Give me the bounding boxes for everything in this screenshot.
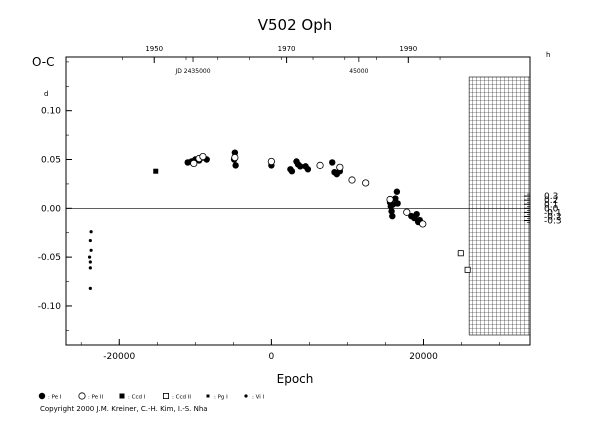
- legend-label: : Vi I: [252, 395, 265, 401]
- y-right-unit-mark: h: [546, 51, 550, 59]
- data-point: [413, 210, 420, 218]
- y-tick-label-right: -0.2: [544, 212, 562, 222]
- y-tick-label-left: 0.00: [41, 204, 61, 214]
- data-point: [388, 208, 395, 215]
- y-tick-label-left: 0.05: [41, 156, 61, 166]
- legend-label: : Ccd II: [172, 395, 191, 401]
- x-axis-label: Epoch: [277, 372, 314, 386]
- data-point: [457, 250, 464, 257]
- data-point: [304, 166, 312, 173]
- data-point: [386, 195, 394, 204]
- data-point: [336, 163, 344, 171]
- data-point: [231, 149, 239, 156]
- data-point: [199, 152, 207, 161]
- legend-label: : Pe I: [48, 395, 62, 401]
- tick-layer: -20000 0 20000 -0.10 -0.05 0.00 0.05 0.10 -0.3-0…: [38, 45, 562, 362]
- data-point: [231, 153, 239, 162]
- data-point: [267, 157, 275, 166]
- legend-label: : Pg I: [214, 395, 228, 401]
- legend-symbol: [119, 393, 125, 399]
- data-point: [89, 248, 93, 252]
- chart-title: V502 Oph: [258, 16, 333, 34]
- data-point: [403, 208, 411, 216]
- y-tick-label-right: 0.3: [544, 192, 558, 202]
- y-tick-label-right: -0.1: [544, 208, 562, 218]
- jd-label: JD 2435000: [175, 68, 211, 75]
- y-tick-label-right: 0.2: [544, 196, 558, 206]
- y-left-unit-mark: d: [44, 90, 48, 98]
- data-point: [232, 162, 239, 169]
- data-point: [88, 266, 92, 270]
- legend-symbol: [78, 392, 86, 400]
- points-layer: [87, 149, 471, 290]
- y-tick-label-right: -0.3: [544, 217, 562, 227]
- x-tick-label: 20000: [409, 352, 438, 362]
- data-point: [89, 230, 93, 234]
- data-point: [362, 179, 370, 187]
- data-point: [329, 159, 336, 166]
- data-point: [88, 260, 92, 264]
- legend-symbol: [38, 392, 46, 400]
- data-point: [392, 195, 399, 202]
- y-axis-label: O-C: [32, 55, 55, 69]
- y-tick-label-left: -0.05: [38, 253, 61, 263]
- data-point: [389, 212, 396, 220]
- data-point: [88, 286, 92, 290]
- data-point: [348, 176, 356, 184]
- legend-symbol: [244, 394, 248, 398]
- y-tick-label-right: 0.1: [544, 200, 558, 210]
- legend-symbol: [206, 394, 210, 398]
- year-tick-label: 1970: [278, 45, 296, 53]
- data-point: [316, 161, 324, 169]
- data-point: [419, 220, 427, 228]
- data-point: [153, 168, 159, 174]
- legend-label: : Ccd I: [128, 395, 146, 401]
- data-point: [288, 168, 296, 175]
- legend: : Pe I : Pe II : Ccd I : Ccd II : Pg I : Vi I: [38, 392, 265, 401]
- data-point: [394, 200, 401, 207]
- copyright-text: Copyright 2000 J.M. Kreiner, C.-H. Kim, …: [40, 405, 208, 413]
- y-tick-label-right: 0.0: [544, 204, 559, 214]
- y-tick-label-left: 0.10: [41, 107, 61, 117]
- y-tick-label-left: -0.10: [38, 302, 62, 312]
- legend-symbol: [162, 392, 169, 399]
- plot-frame: [65, 56, 531, 346]
- data-point: [190, 159, 198, 168]
- data-point: [464, 266, 471, 273]
- hatched-region: [468, 76, 531, 336]
- x-tick-label: 0: [269, 352, 275, 362]
- x-tick-label: -20000: [103, 352, 135, 362]
- data-point: [87, 255, 92, 259]
- data-point: [393, 188, 401, 195]
- year-tick-label: 1950: [145, 45, 163, 53]
- legend-label: : Pe II: [88, 395, 103, 401]
- year-tick-label: 1990: [399, 45, 417, 53]
- jd-label: 45000: [349, 68, 368, 75]
- data-point: [297, 163, 304, 170]
- data-point: [88, 238, 92, 243]
